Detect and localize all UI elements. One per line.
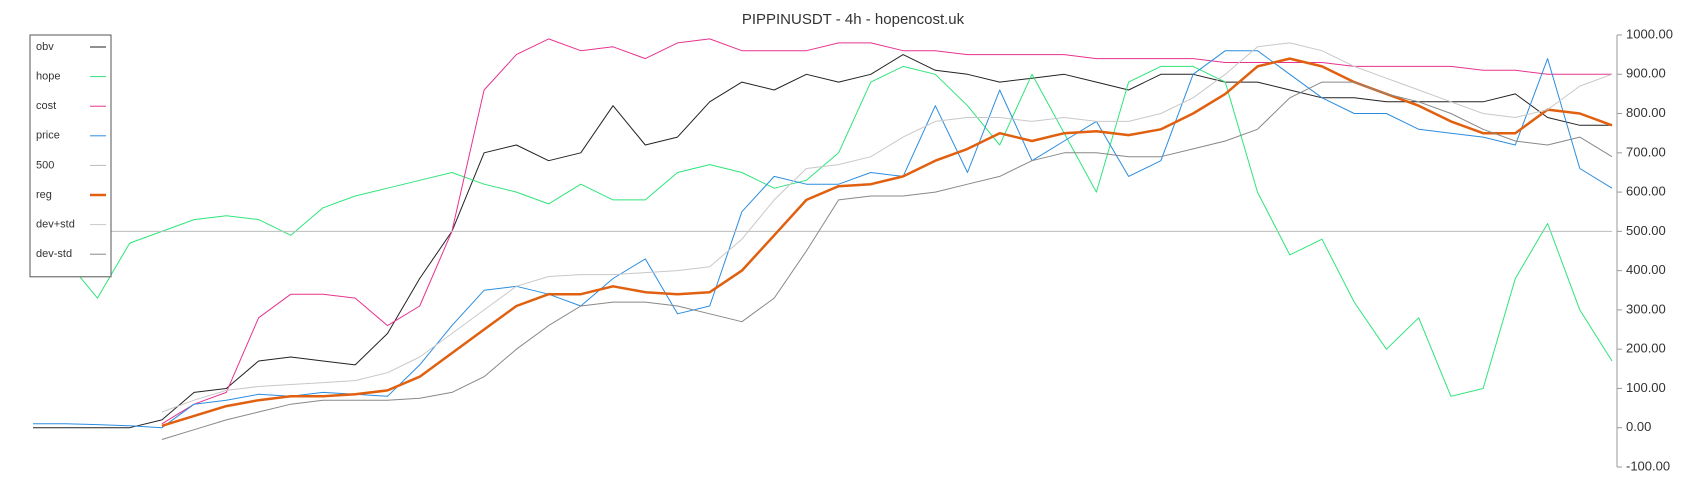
legend-label: hope [36,71,60,83]
legend-label: obv [36,41,54,53]
y-tick-label: 500.00 [1626,223,1666,238]
series-line [33,54,1612,429]
y-tick-label: 700.00 [1626,144,1666,159]
y-tick-label: -100.00 [1626,458,1670,473]
y-tick-label: 100.00 [1626,380,1666,395]
series-line [161,38,1612,425]
legend-label: price [36,130,60,142]
y-tick-label: 200.00 [1626,341,1666,356]
legend-label: reg [36,189,52,201]
y-tick-label: 300.00 [1626,301,1666,316]
legend-label: cost [36,100,56,112]
y-tick-label: 400.00 [1626,262,1666,277]
chart-title: PIPPINUSDT - 4h - hopencost.uk [742,11,965,28]
y-tick-label: 1000.00 [1626,26,1673,41]
series-line [161,42,1613,413]
series-line [161,57,1613,427]
legend-label: dev+std [36,219,75,231]
legend-box [29,34,112,278]
y-tick-label: 900.00 [1626,66,1666,81]
series-line [33,50,1613,429]
legend-label: dev-std [36,248,72,260]
y-tick-label: 800.00 [1626,105,1666,120]
series-line [161,81,1613,440]
y-tick-label: 0.00 [1626,419,1651,434]
y-tick-label: 600.00 [1626,184,1666,199]
legend-label: 500 [36,159,54,171]
